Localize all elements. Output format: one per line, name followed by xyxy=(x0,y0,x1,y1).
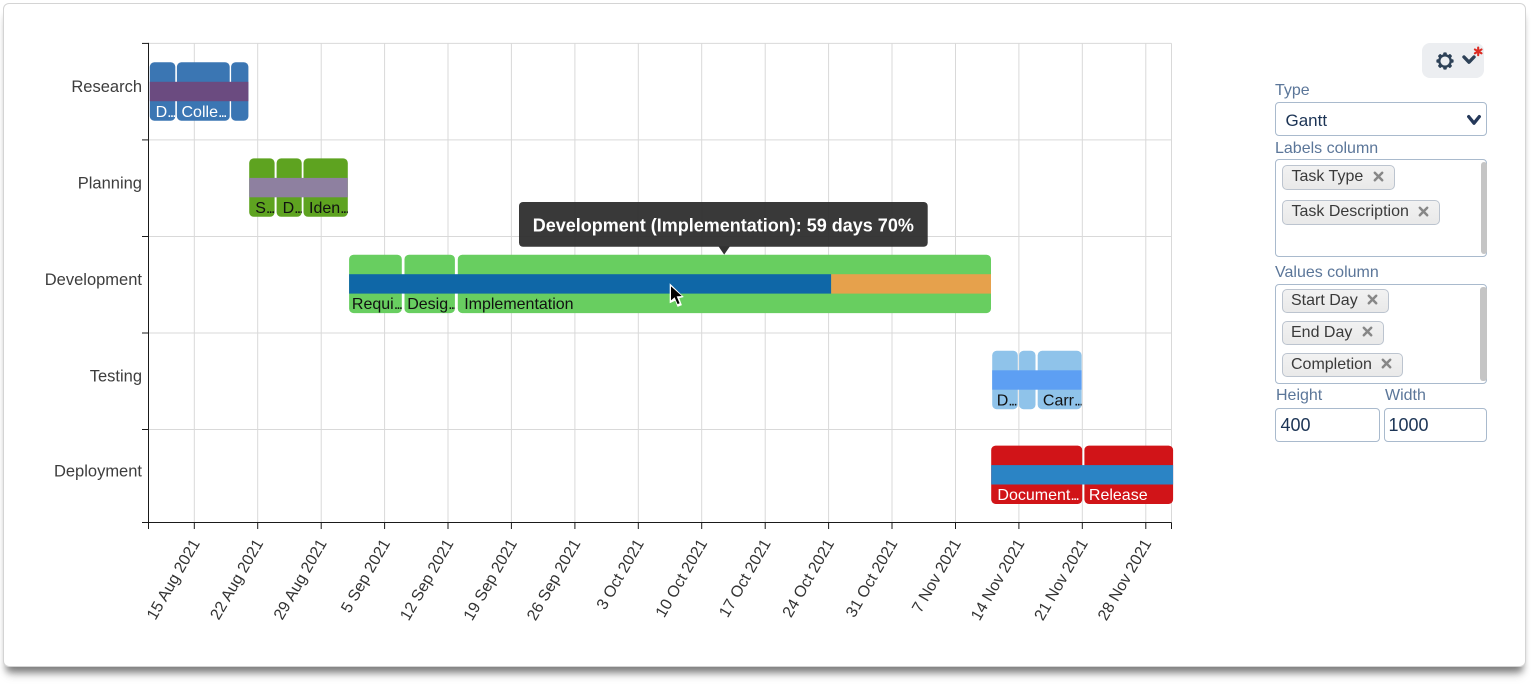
svg-text:15 Aug 2021: 15 Aug 2021 xyxy=(144,536,204,622)
svg-text:Testing: Testing xyxy=(90,368,142,386)
svg-text:D...: D... xyxy=(156,104,176,121)
svg-text:5 Sep 2021: 5 Sep 2021 xyxy=(338,536,394,615)
svg-text:Desig...: Desig... xyxy=(407,296,456,313)
svg-text:Release: Release xyxy=(1089,487,1148,504)
svg-text:28 Nov 2021: 28 Nov 2021 xyxy=(1095,536,1155,623)
svg-text:24 Oct 2021: 24 Oct 2021 xyxy=(780,536,838,620)
svg-text:22 Aug 2021: 22 Aug 2021 xyxy=(208,536,268,622)
svg-text:14 Nov 2021: 14 Nov 2021 xyxy=(968,536,1028,623)
svg-text:Research: Research xyxy=(71,78,142,96)
svg-text:31 Oct 2021: 31 Oct 2021 xyxy=(843,536,901,620)
svg-text:29 Aug 2021: 29 Aug 2021 xyxy=(271,536,331,622)
svg-text:D...: D... xyxy=(283,200,303,217)
svg-text:17 Oct 2021: 17 Oct 2021 xyxy=(716,536,774,620)
svg-text:21 Nov 2021: 21 Nov 2021 xyxy=(1032,536,1092,623)
svg-text:Development (Implementation):: Development (Implementation): 59 days 70… xyxy=(533,216,914,236)
svg-text:10 Oct 2021: 10 Oct 2021 xyxy=(653,536,711,620)
svg-text:Deployment: Deployment xyxy=(54,462,142,480)
svg-text:12 Sep 2021: 12 Sep 2021 xyxy=(397,536,457,623)
svg-text:Document...: Document... xyxy=(997,487,1078,504)
svg-text:3 Oct 2021: 3 Oct 2021 xyxy=(594,536,648,612)
svg-text:Colle...: Colle... xyxy=(182,104,227,121)
svg-text:Requi...: Requi... xyxy=(352,296,402,313)
svg-text:Planning: Planning xyxy=(78,175,142,193)
svg-text:S...: S... xyxy=(255,200,274,217)
svg-text:Iden...: Iden... xyxy=(309,200,348,217)
svg-text:26 Sep 2021: 26 Sep 2021 xyxy=(524,536,584,623)
svg-text:7 Nov 2021: 7 Nov 2021 xyxy=(909,536,965,615)
svg-text:Implementation: Implementation xyxy=(464,296,573,313)
svg-text:19 Sep 2021: 19 Sep 2021 xyxy=(461,536,521,623)
svg-text:Carr...: Carr... xyxy=(1043,392,1082,409)
svg-text:Development: Development xyxy=(45,271,143,289)
svg-text:D...: D... xyxy=(997,392,1017,409)
